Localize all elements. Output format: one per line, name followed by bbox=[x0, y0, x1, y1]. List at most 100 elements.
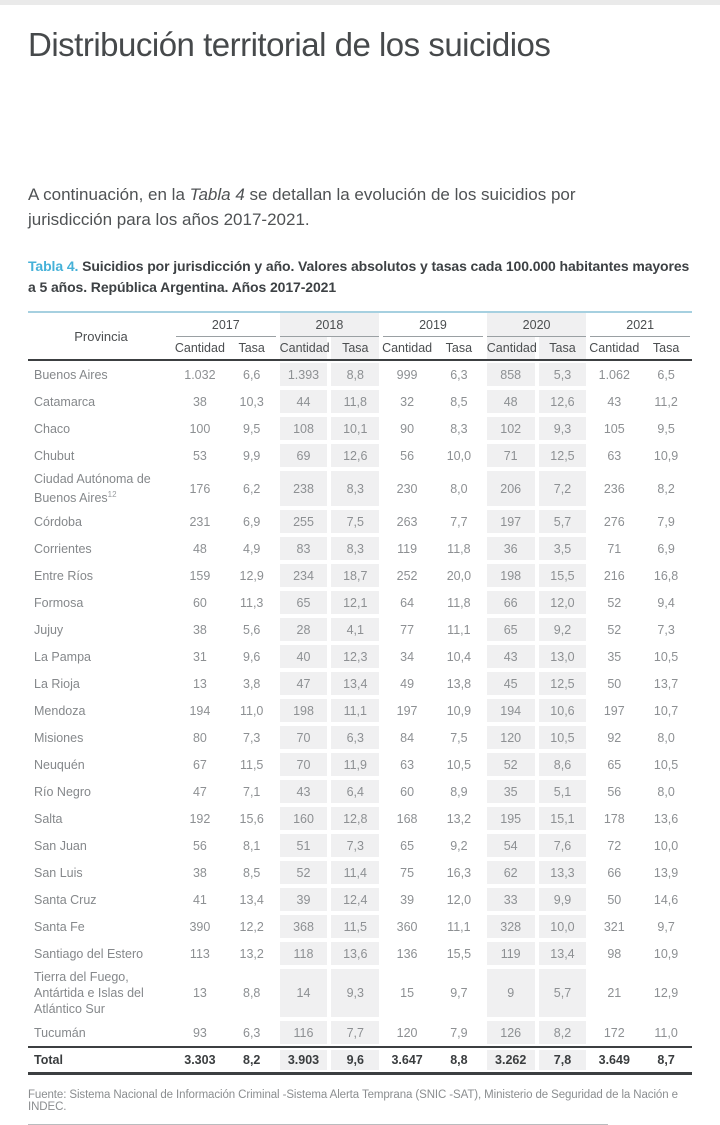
province-name: Formosa bbox=[34, 595, 84, 610]
table-row: La Pampa 31 9,6 40 12,3 34 10,4 43 13,0 35 10,5 bbox=[28, 643, 692, 670]
value-cell: 65 bbox=[278, 589, 330, 616]
total-value-cell: 8,8 bbox=[432, 1046, 485, 1076]
value-cell: 75 bbox=[400, 865, 415, 880]
value-cell: 69 bbox=[278, 442, 330, 469]
value-cell: 38 bbox=[192, 394, 207, 409]
province-name: Santiago del Estero bbox=[34, 946, 144, 961]
value-cell: 216 bbox=[603, 568, 625, 583]
value-cell: 6,6 bbox=[243, 367, 261, 382]
value-cell: 160 bbox=[278, 805, 330, 832]
value-cell: 14 bbox=[278, 967, 330, 1019]
value-cell: 238 bbox=[278, 469, 330, 508]
value-cell: 41 bbox=[192, 892, 207, 907]
value-cell: 15,1 bbox=[537, 805, 589, 832]
value-cell: 12,0 bbox=[537, 589, 589, 616]
value-cell: 1.393 bbox=[278, 361, 330, 388]
value-cell: 39 bbox=[278, 886, 330, 913]
value-cell: 6,9 bbox=[243, 514, 261, 529]
value-cell: 194 bbox=[189, 703, 211, 718]
value-cell: 10,9 bbox=[446, 703, 472, 718]
value-cell: 236 bbox=[603, 481, 625, 496]
value-cell: 10,5 bbox=[653, 649, 679, 664]
value-cell: 65 bbox=[400, 838, 415, 853]
value-cell: 4,9 bbox=[243, 541, 261, 556]
value-cell: 10,9 bbox=[653, 946, 679, 961]
col-header-tasa-2017: Tasa bbox=[225, 337, 278, 361]
value-cell: 51 bbox=[278, 832, 330, 859]
value-cell: 192 bbox=[189, 811, 211, 826]
value-cell: 12,4 bbox=[329, 886, 381, 913]
col-header-cantidad-2020: Cantidad bbox=[484, 337, 537, 361]
value-cell: 999 bbox=[396, 367, 418, 382]
value-cell: 64 bbox=[400, 595, 415, 610]
col-header-tasa-2020: Tasa bbox=[536, 337, 589, 361]
value-cell: 7,7 bbox=[450, 514, 468, 529]
value-cell: 12,6 bbox=[537, 388, 589, 415]
value-cell: 39 bbox=[400, 892, 415, 907]
value-cell: 33 bbox=[485, 886, 537, 913]
value-cell: 12,9 bbox=[653, 986, 679, 1001]
value-cell: 8,9 bbox=[450, 784, 468, 799]
value-cell: 62 bbox=[485, 859, 537, 886]
value-cell: 116 bbox=[278, 1019, 330, 1046]
value-cell: 11,5 bbox=[329, 913, 381, 940]
province-name: Buenos Aires bbox=[34, 367, 108, 382]
value-cell: 8,0 bbox=[450, 481, 468, 496]
province-name: Tucumán bbox=[34, 1025, 86, 1040]
value-cell: 56 bbox=[400, 448, 415, 463]
value-cell: 276 bbox=[603, 514, 625, 529]
value-cell: 71 bbox=[607, 541, 622, 556]
value-cell: 11,1 bbox=[447, 622, 471, 637]
intro-paragraph: A continuación, en la Tabla 4 se detalla… bbox=[28, 182, 613, 232]
value-cell: 6,3 bbox=[329, 724, 381, 751]
province-name: Misiones bbox=[34, 730, 84, 745]
total-value-cell: 3.647 bbox=[381, 1046, 433, 1076]
table-row: La Rioja 13 3,8 47 13,4 49 13,8 45 12,5 50 13,7 bbox=[28, 670, 692, 697]
value-cell: 9,4 bbox=[657, 595, 675, 610]
value-cell: 32 bbox=[400, 394, 415, 409]
data-table: Provincia 2017 2018 2019 2020 2021 Canti… bbox=[28, 311, 692, 1076]
value-cell: 9 bbox=[485, 967, 537, 1019]
value-cell: 8,1 bbox=[243, 838, 261, 853]
caption-label: Tabla 4. bbox=[28, 258, 79, 274]
value-cell: 65 bbox=[607, 757, 622, 772]
value-cell: 119 bbox=[397, 541, 418, 556]
value-cell: 7,7 bbox=[329, 1019, 381, 1046]
value-cell: 13,4 bbox=[239, 892, 264, 907]
value-cell: 197 bbox=[396, 703, 418, 718]
value-cell: 8,6 bbox=[537, 751, 589, 778]
value-cell: 231 bbox=[189, 514, 211, 529]
value-cell: 368 bbox=[278, 913, 330, 940]
value-cell: 100 bbox=[189, 421, 211, 436]
subheader-row: Cantidad Tasa Cantidad Tasa Cantidad Tas… bbox=[28, 337, 692, 361]
value-cell: 3,8 bbox=[243, 676, 261, 691]
caption-text: Suicidios por jurisdicción y año. Valore… bbox=[28, 258, 690, 295]
value-cell: 8,5 bbox=[243, 865, 261, 880]
value-cell: 6,3 bbox=[243, 1025, 261, 1040]
value-cell: 120 bbox=[396, 1025, 418, 1040]
value-cell: 120 bbox=[485, 724, 537, 751]
table-row: Santa Fe 390 12,2 368 11,5 360 11,1 328 10,0 321 9… bbox=[28, 913, 692, 940]
value-cell: 11,0 bbox=[239, 703, 264, 718]
value-cell: 10,5 bbox=[446, 757, 472, 772]
value-cell: 108 bbox=[278, 415, 330, 442]
value-cell: 6,4 bbox=[329, 778, 381, 805]
value-cell: 172 bbox=[603, 1025, 625, 1040]
value-cell: 11,8 bbox=[447, 541, 471, 556]
table-row: Neuquén 67 11,5 70 11,9 63 10,5 52 8,6 65 10,5 bbox=[28, 751, 692, 778]
value-cell: 9,7 bbox=[450, 986, 468, 1001]
value-cell: 198 bbox=[485, 562, 537, 589]
value-cell: 1.032 bbox=[184, 367, 216, 382]
total-value-cell: 8,2 bbox=[225, 1046, 278, 1076]
province-name: Entre Ríos bbox=[34, 568, 94, 583]
value-cell: 252 bbox=[396, 568, 418, 583]
table-row: Santiago del Estero 113 13,2 118 13,6 136 15,5… bbox=[28, 940, 692, 967]
value-cell: 11,5 bbox=[239, 757, 264, 772]
total-value-cell: 3.303 bbox=[174, 1046, 226, 1076]
year-header-2021: 2021 bbox=[588, 313, 692, 337]
province-name: Neuquén bbox=[34, 757, 85, 772]
value-cell: 14,6 bbox=[653, 892, 679, 907]
value-cell: 15,5 bbox=[537, 562, 589, 589]
value-cell: 7,3 bbox=[329, 832, 381, 859]
value-cell: 16,8 bbox=[653, 568, 679, 583]
